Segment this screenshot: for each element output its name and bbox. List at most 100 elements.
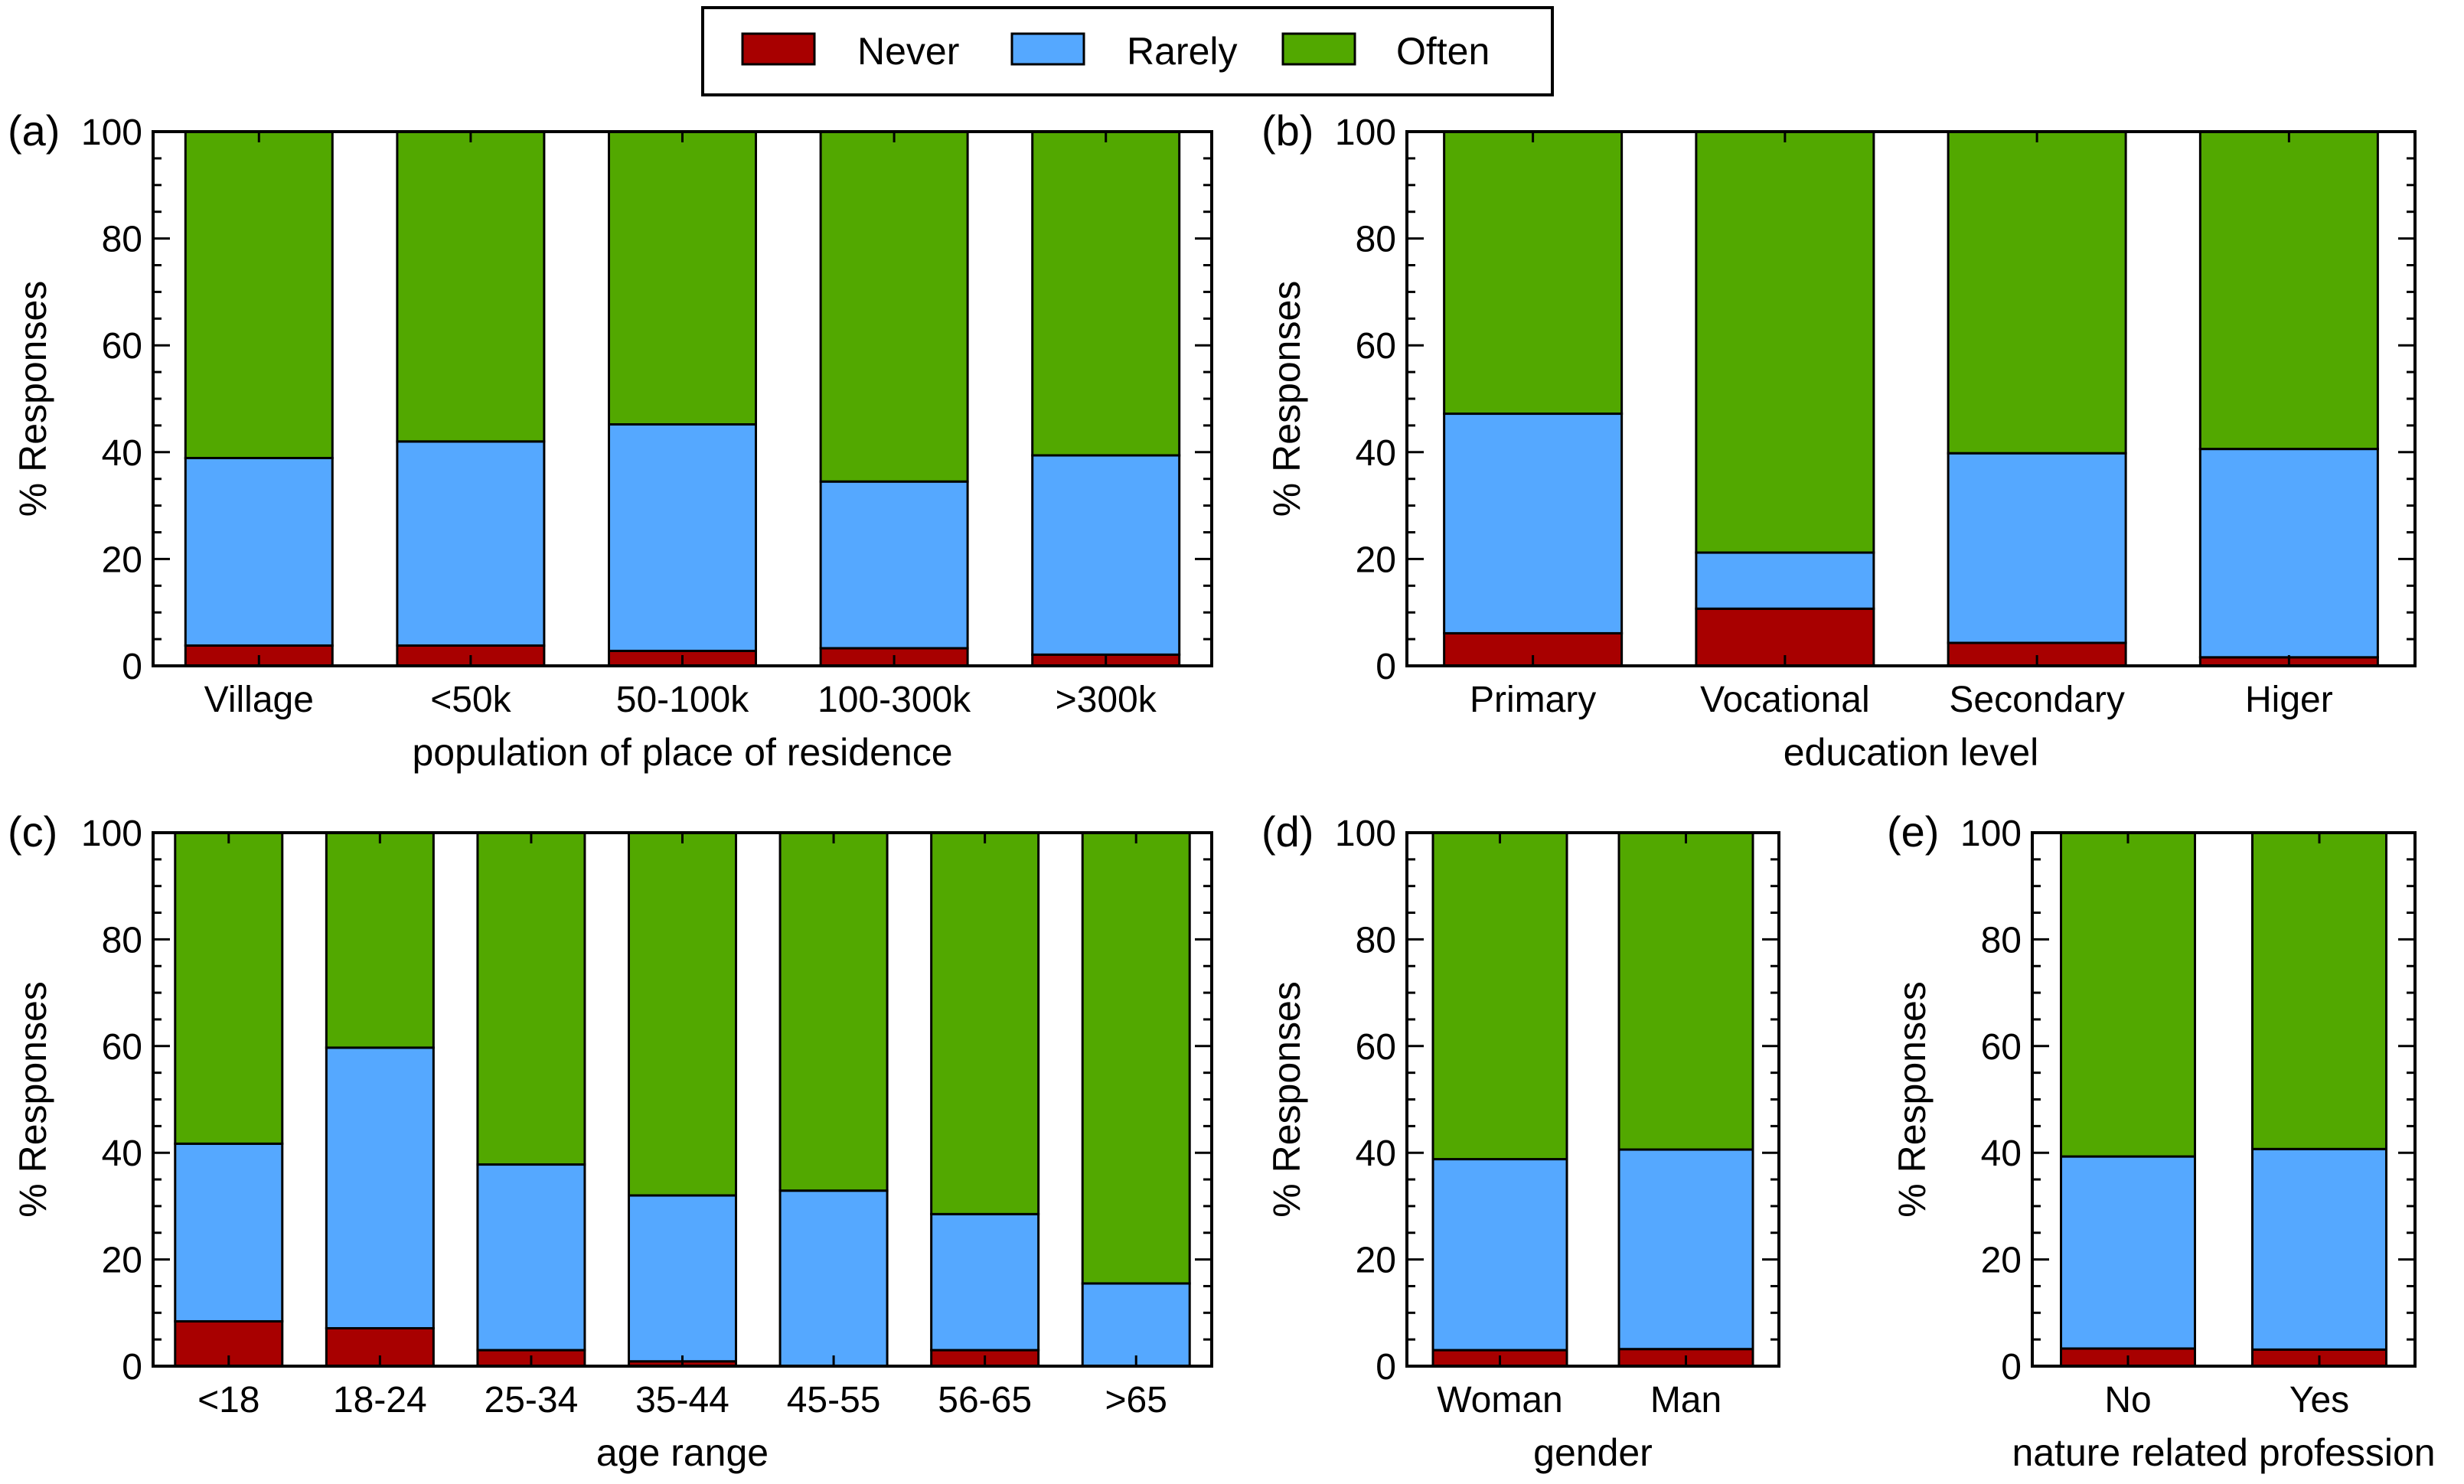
panel-d: Woman Man 0 20 40 60 80 100 % Responses gender (d) [1261, 807, 1780, 1474]
bar-often-1 [396, 130, 546, 443]
bar-rarely-3 [2198, 448, 2379, 659]
y-tick-label: 60 [102, 326, 142, 367]
bar-often-1 [1695, 130, 1875, 554]
y-tick-label: 60 [1356, 326, 1396, 367]
y-axis-label: % Responses [11, 981, 54, 1218]
bar-often-4 [1031, 130, 1181, 457]
bar-rarely-4 [778, 1189, 889, 1368]
x-tick-label: 35-44 [635, 1380, 729, 1420]
bar-rarely-2 [1947, 452, 2127, 644]
y-tick-label: 80 [102, 220, 142, 260]
legend-label-rarely: Rarely [1127, 30, 1237, 73]
bar-often-3 [628, 831, 737, 1197]
y-tick-label: 20 [1981, 1241, 2022, 1281]
x-tick-label: Vocational [1700, 680, 1870, 720]
y-tick-label: 40 [1981, 1133, 2022, 1174]
legend: Never Rarely Often [701, 6, 1554, 96]
x-tick-label: Woman [1437, 1380, 1563, 1420]
bar-rarely-0 [174, 1142, 284, 1323]
bar-rarely-0 [2060, 1155, 2196, 1350]
bar-often-3 [2198, 130, 2379, 451]
y-tick-label: 60 [102, 1027, 142, 1068]
bar-rarely-1 [325, 1046, 435, 1330]
y-axis-label: % Responses [1265, 281, 1308, 517]
x-tick-label: Man [1650, 1380, 1722, 1420]
x-tick-label: <50k [430, 680, 511, 720]
bar-rarely-3 [819, 480, 969, 650]
bar-often-0 [184, 130, 334, 459]
bar-often-0 [2060, 831, 2196, 1158]
bar-often-6 [1081, 831, 1191, 1285]
bar-often-1 [325, 831, 435, 1049]
y-tick-label: 60 [1981, 1027, 2022, 1068]
x-tick-label: >65 [1105, 1380, 1167, 1420]
x-tick-label: 45-55 [787, 1380, 881, 1420]
bar-often-2 [476, 831, 586, 1166]
bar-often-0 [174, 831, 284, 1145]
y-tick-label: 80 [1356, 220, 1396, 260]
y-tick-label: 0 [1376, 647, 1396, 687]
bar-often-0 [1443, 130, 1624, 416]
y-tick-label: 20 [1356, 1241, 1396, 1281]
legend-swatch-often [1281, 32, 1356, 66]
y-tick-label: 100 [1960, 814, 2022, 854]
x-axis-label: education level [1784, 731, 2039, 774]
bar-often-2 [608, 130, 757, 426]
x-tick-label: Secondary [1949, 680, 2124, 720]
y-tick-label: 80 [1356, 920, 1396, 961]
panel-label: (a) [8, 106, 60, 155]
x-tick-label: No [2104, 1380, 2151, 1420]
y-tick-label: 20 [1356, 540, 1396, 580]
x-tick-label: 18-24 [333, 1380, 427, 1420]
panel-c: <18 18-24 25-34 35-44 45-55 56-65 >65 0 20 40 60 80… [8, 807, 1213, 1474]
y-axis-label: % Responses [11, 281, 54, 517]
y-tick-label: 40 [102, 433, 142, 474]
bar-rarely-1 [1617, 1148, 1754, 1351]
legend-label-never: Never [857, 30, 959, 73]
y-tick-label: 100 [81, 814, 142, 854]
bar-rarely-2 [608, 423, 757, 652]
bar-often-5 [930, 831, 1040, 1215]
bar-rarely-3 [628, 1194, 737, 1363]
x-axis-label: age range [596, 1431, 769, 1474]
legend-swatch-rarely [1010, 32, 1085, 66]
x-axis-label: gender [1533, 1431, 1653, 1474]
y-tick-label: 100 [81, 113, 142, 153]
plot-frame [2031, 831, 2417, 1368]
y-tick-label: 100 [1335, 113, 1396, 153]
bar-rarely-2 [476, 1163, 586, 1352]
x-tick-label: <18 [197, 1380, 259, 1420]
legend-frame [701, 6, 1554, 96]
y-tick-label: 40 [1356, 1133, 1396, 1174]
y-tick-label: 60 [1356, 1027, 1396, 1068]
bar-rarely-1 [2251, 1147, 2387, 1351]
panel-e: No Yes 0 20 40 60 80 100 % Responses nature relat… [1887, 807, 2436, 1474]
plot-frame [152, 831, 1213, 1368]
y-tick-label: 100 [1335, 814, 1396, 854]
bar-rarely-0 [184, 456, 334, 647]
plot-frame [152, 130, 1213, 667]
y-tick-label: 80 [1981, 920, 2022, 961]
plot-frame [1405, 130, 2417, 667]
panel-label: (b) [1261, 106, 1314, 155]
x-tick-label: Village [204, 680, 314, 720]
plot-frame [1405, 831, 1780, 1368]
y-tick-label: 40 [1356, 433, 1396, 474]
y-tick-label: 0 [1376, 1347, 1396, 1388]
bar-rarely-6 [1081, 1282, 1191, 1368]
bar-rarely-1 [396, 440, 546, 647]
panels: Village <50k 50-100k 100-300k >300k 0 20 40 60 80… [8, 106, 2436, 1474]
y-tick-label: 0 [122, 647, 142, 687]
x-tick-label: Primary [1470, 680, 1596, 720]
legend-swatch-never [741, 32, 816, 66]
y-tick-label: 0 [2001, 1347, 2022, 1388]
bar-rarely-1 [1695, 551, 1875, 610]
bar-often-4 [778, 831, 889, 1192]
x-axis-label: nature related profession [2012, 1431, 2435, 1474]
panel-label: (c) [8, 807, 57, 856]
y-axis-label: % Responses [1891, 981, 1934, 1218]
x-tick-label: 50-100k [616, 680, 749, 720]
y-axis-label: % Responses [1265, 981, 1308, 1218]
panel-b: Primary Vocational Secondary Higer 0 20 40 60 80… [1261, 106, 2417, 774]
